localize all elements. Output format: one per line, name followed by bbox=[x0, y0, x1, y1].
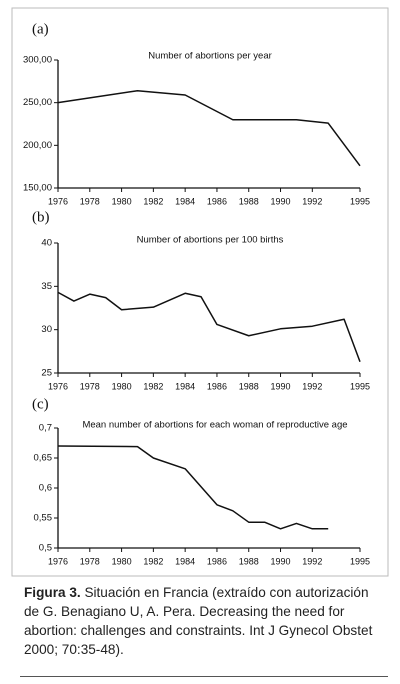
y-tick-label: 0,55 bbox=[34, 513, 53, 524]
panel-label: (b) bbox=[32, 209, 50, 225]
x-tick-label: 1992 bbox=[302, 196, 322, 206]
x-tick-label: 1995 bbox=[350, 556, 370, 566]
x-tick-label: 1982 bbox=[143, 196, 163, 206]
x-tick-label: 1986 bbox=[207, 196, 227, 206]
y-tick-label: 0,5 bbox=[39, 543, 52, 554]
x-tick-label: 1978 bbox=[80, 381, 100, 391]
x-tick-label: 1992 bbox=[302, 556, 322, 566]
y-tick-label: 0,65 bbox=[34, 453, 53, 464]
y-tick-label: 35 bbox=[41, 281, 52, 292]
x-tick-label: 1995 bbox=[350, 196, 370, 206]
y-tick-label: 0,6 bbox=[39, 483, 52, 494]
caption: Figura 3. Situación en Francia (extraído… bbox=[24, 583, 384, 659]
chart-title: Mean number of abortions for each woman … bbox=[82, 420, 347, 431]
data-line bbox=[57, 445, 329, 530]
caption-text: Situación en Francia (extraído con autor… bbox=[24, 585, 373, 657]
x-tick-label: 1988 bbox=[239, 556, 259, 566]
chart-title: Number of abortions per 100 births bbox=[137, 235, 284, 246]
x-tick-label: 1978 bbox=[80, 196, 100, 206]
x-tick-label: 1976 bbox=[48, 196, 68, 206]
y-tick-label: 300,00 bbox=[23, 55, 52, 66]
y-tick-label: 200,00 bbox=[23, 140, 52, 151]
chart-title: Number of abortions per year bbox=[148, 51, 272, 62]
panel-label: (a) bbox=[32, 21, 49, 37]
x-tick-label: 1978 bbox=[80, 556, 100, 566]
panel-label: (c) bbox=[32, 396, 49, 412]
x-tick-label: 1992 bbox=[302, 381, 322, 391]
rule bbox=[20, 676, 388, 677]
data-line bbox=[57, 89, 361, 167]
caption-label: Figura 3. bbox=[24, 585, 81, 600]
x-tick-label: 1986 bbox=[207, 556, 227, 566]
y-tick-label: 25 bbox=[41, 368, 52, 379]
x-tick-label: 1980 bbox=[112, 556, 132, 566]
x-tick-label: 1976 bbox=[48, 556, 68, 566]
x-tick-label: 1986 bbox=[207, 381, 227, 391]
x-tick-label: 1984 bbox=[175, 556, 195, 566]
x-tick-label: 1988 bbox=[239, 196, 259, 206]
x-tick-label: 1980 bbox=[112, 381, 132, 391]
x-tick-label: 1995 bbox=[350, 381, 370, 391]
x-tick-label: 1990 bbox=[271, 556, 291, 566]
x-tick-label: 1990 bbox=[271, 196, 291, 206]
x-tick-label: 1976 bbox=[48, 381, 68, 391]
x-tick-label: 1982 bbox=[143, 556, 163, 566]
y-tick-label: 40 bbox=[41, 238, 52, 249]
y-tick-label: 250,00 bbox=[23, 97, 52, 108]
x-tick-label: 1988 bbox=[239, 381, 259, 391]
x-tick-label: 1980 bbox=[112, 196, 132, 206]
x-tick-label: 1984 bbox=[175, 196, 195, 206]
figure-frame bbox=[11, 7, 389, 577]
y-tick-label: 30 bbox=[41, 324, 52, 335]
y-tick-label: 150,00 bbox=[23, 183, 52, 194]
y-tick-label: 0,7 bbox=[39, 423, 52, 434]
data-line bbox=[57, 291, 361, 362]
x-tick-label: 1990 bbox=[271, 381, 291, 391]
x-tick-label: 1984 bbox=[175, 381, 195, 391]
x-tick-label: 1982 bbox=[143, 381, 163, 391]
